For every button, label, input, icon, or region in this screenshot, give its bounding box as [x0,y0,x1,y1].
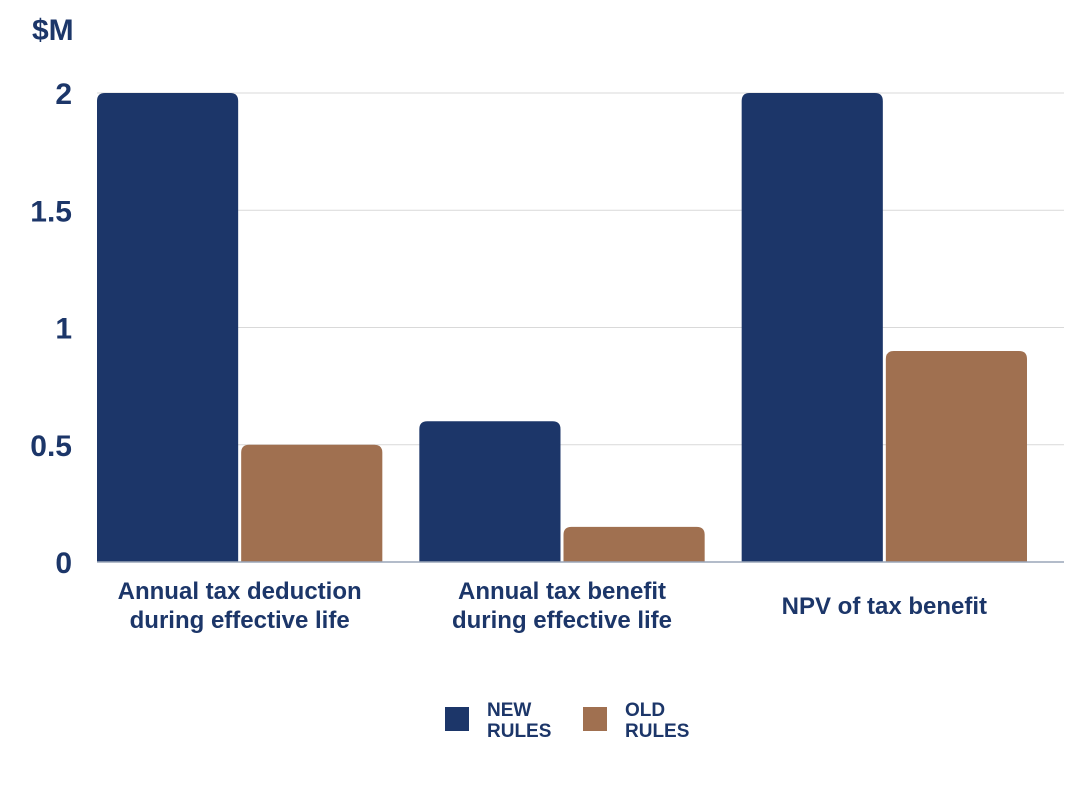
y-tick-label: 0 [55,547,72,580]
y-tick-label: 0.5 [30,430,72,463]
y-tick-label: 1 [55,313,72,346]
x-axis-categories: Annual tax deduction during effective lif… [118,578,987,634]
y-tick-label: 1.5 [30,195,72,228]
legend-label: OLD RULES [625,700,689,742]
y-axis-unit-label: $M [32,14,74,47]
legend-label-line: NEW [487,700,531,721]
bars [97,93,1027,562]
legend-label-line: RULES [625,721,689,742]
bar [97,93,239,562]
x-category-label: Annual tax deduction during effective lif… [118,578,362,634]
x-category-label-line: Annual tax benefit [458,578,666,605]
bar [885,350,1027,562]
bar [563,526,705,562]
legend-swatch [445,707,469,731]
bar [741,93,883,562]
legend-label-line: RULES [487,721,551,742]
legend-label-line: OLD [625,700,665,721]
x-category-label-line: NPV of tax benefit [782,593,987,620]
bar [241,444,383,562]
x-category-label-line: during effective life [452,607,672,634]
legend-swatch [583,707,607,731]
y-tick-label: 2 [55,78,72,111]
x-category-label-line: Annual tax deduction [118,578,362,605]
legend-label: NEW RULES [487,700,551,742]
y-axis-ticks: 0 0.5 1 1.5 2 [30,78,72,580]
x-category-label: Annual tax benefit during effective life [452,578,672,634]
x-category-label-line: during effective life [130,607,350,634]
bar [419,421,561,562]
x-category-label: NPV of tax benefit [782,593,987,620]
